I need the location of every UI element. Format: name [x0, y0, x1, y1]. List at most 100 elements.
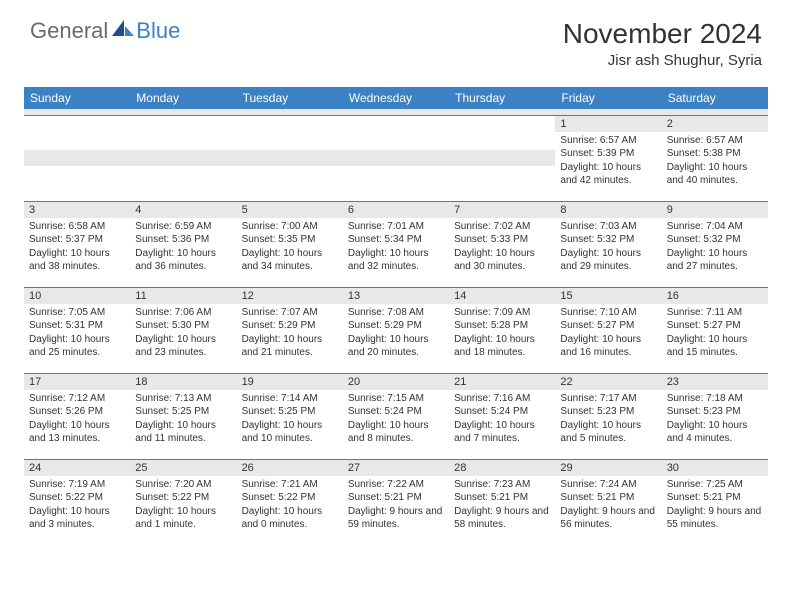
day-cell: 16Sunrise: 7:11 AMSunset: 5:27 PMDayligh… [662, 287, 768, 373]
sunrise-text: Sunrise: 7:23 AM [454, 478, 550, 492]
calendar-week-row: 24Sunrise: 7:19 AMSunset: 5:22 PMDayligh… [24, 459, 768, 545]
day-number: 7 [449, 202, 555, 218]
sunset-text: Sunset: 5:21 PM [667, 491, 763, 505]
logo: General Blue [30, 18, 180, 44]
sunrise-text: Sunrise: 6:58 AM [29, 220, 125, 234]
day-cell: 23Sunrise: 7:18 AMSunset: 5:23 PMDayligh… [662, 373, 768, 459]
sunset-text: Sunset: 5:29 PM [242, 319, 338, 333]
header: General Blue November 2024 Jisr ash Shug… [0, 0, 792, 79]
sunset-text: Sunset: 5:21 PM [454, 491, 550, 505]
day-cell: 4Sunrise: 6:59 AMSunset: 5:36 PMDaylight… [130, 201, 236, 287]
day-cell: 29Sunrise: 7:24 AMSunset: 5:21 PMDayligh… [555, 459, 661, 545]
day-number: 2 [662, 116, 768, 132]
day-content: Sunrise: 7:17 AMSunset: 5:23 PMDaylight:… [555, 390, 661, 450]
daylight-text: Daylight: 10 hours and 34 minutes. [242, 247, 338, 274]
day-cell: 5Sunrise: 7:00 AMSunset: 5:35 PMDaylight… [237, 201, 343, 287]
day-header-fri: Friday [555, 87, 661, 109]
sunrise-text: Sunrise: 7:02 AM [454, 220, 550, 234]
sunset-text: Sunset: 5:21 PM [348, 491, 444, 505]
day-number: 29 [555, 460, 661, 476]
daylight-text: Daylight: 10 hours and 16 minutes. [560, 333, 656, 360]
day-cell: 14Sunrise: 7:09 AMSunset: 5:28 PMDayligh… [449, 287, 555, 373]
day-cell: 11Sunrise: 7:06 AMSunset: 5:30 PMDayligh… [130, 287, 236, 373]
day-number: 24 [24, 460, 130, 476]
sunset-text: Sunset: 5:26 PM [29, 405, 125, 419]
day-content: Sunrise: 7:22 AMSunset: 5:21 PMDaylight:… [343, 476, 449, 536]
calendar-week-row: 10Sunrise: 7:05 AMSunset: 5:31 PMDayligh… [24, 287, 768, 373]
sunset-text: Sunset: 5:22 PM [135, 491, 231, 505]
daylight-text: Daylight: 10 hours and 40 minutes. [667, 161, 763, 188]
empty-day-cell [130, 115, 236, 201]
day-cell: 28Sunrise: 7:23 AMSunset: 5:21 PMDayligh… [449, 459, 555, 545]
day-content: Sunrise: 7:03 AMSunset: 5:32 PMDaylight:… [555, 218, 661, 278]
day-number: 20 [343, 374, 449, 390]
day-header-sat: Saturday [662, 87, 768, 109]
day-content: Sunrise: 7:04 AMSunset: 5:32 PMDaylight:… [662, 218, 768, 278]
day-content: Sunrise: 7:15 AMSunset: 5:24 PMDaylight:… [343, 390, 449, 450]
day-cell: 7Sunrise: 7:02 AMSunset: 5:33 PMDaylight… [449, 201, 555, 287]
day-number: 25 [130, 460, 236, 476]
logo-text-general: General [30, 18, 108, 44]
sunrise-text: Sunrise: 7:15 AM [348, 392, 444, 406]
day-cell: 25Sunrise: 7:20 AMSunset: 5:22 PMDayligh… [130, 459, 236, 545]
daylight-text: Daylight: 9 hours and 58 minutes. [454, 505, 550, 532]
day-number [343, 150, 449, 166]
day-content: Sunrise: 7:23 AMSunset: 5:21 PMDaylight:… [449, 476, 555, 536]
sunrise-text: Sunrise: 7:18 AM [667, 392, 763, 406]
sunset-text: Sunset: 5:36 PM [135, 233, 231, 247]
day-number: 8 [555, 202, 661, 218]
daylight-text: Daylight: 10 hours and 25 minutes. [29, 333, 125, 360]
day-number: 4 [130, 202, 236, 218]
daylight-text: Daylight: 10 hours and 15 minutes. [667, 333, 763, 360]
day-header-row: Sunday Monday Tuesday Wednesday Thursday… [24, 87, 768, 109]
day-cell: 24Sunrise: 7:19 AMSunset: 5:22 PMDayligh… [24, 459, 130, 545]
day-number: 21 [449, 374, 555, 390]
sunset-text: Sunset: 5:25 PM [135, 405, 231, 419]
sunset-text: Sunset: 5:32 PM [560, 233, 656, 247]
day-cell: 30Sunrise: 7:25 AMSunset: 5:21 PMDayligh… [662, 459, 768, 545]
day-content: Sunrise: 6:59 AMSunset: 5:36 PMDaylight:… [130, 218, 236, 278]
day-number: 9 [662, 202, 768, 218]
daylight-text: Daylight: 10 hours and 21 minutes. [242, 333, 338, 360]
day-content: Sunrise: 7:05 AMSunset: 5:31 PMDaylight:… [24, 304, 130, 364]
day-cell: 1Sunrise: 6:57 AMSunset: 5:39 PMDaylight… [555, 115, 661, 201]
sunset-text: Sunset: 5:30 PM [135, 319, 231, 333]
sunset-text: Sunset: 5:24 PM [454, 405, 550, 419]
sunrise-text: Sunrise: 7:00 AM [242, 220, 338, 234]
empty-day-cell [343, 115, 449, 201]
sunrise-text: Sunrise: 7:06 AM [135, 306, 231, 320]
day-number: 26 [237, 460, 343, 476]
day-content: Sunrise: 7:25 AMSunset: 5:21 PMDaylight:… [662, 476, 768, 536]
sunrise-text: Sunrise: 7:19 AM [29, 478, 125, 492]
day-content: Sunrise: 7:10 AMSunset: 5:27 PMDaylight:… [555, 304, 661, 364]
sunset-text: Sunset: 5:23 PM [560, 405, 656, 419]
day-number: 16 [662, 288, 768, 304]
day-number: 17 [24, 374, 130, 390]
sunset-text: Sunset: 5:31 PM [29, 319, 125, 333]
daylight-text: Daylight: 10 hours and 4 minutes. [667, 419, 763, 446]
sunset-text: Sunset: 5:25 PM [242, 405, 338, 419]
day-content: Sunrise: 7:19 AMSunset: 5:22 PMDaylight:… [24, 476, 130, 536]
day-number [24, 150, 130, 166]
day-cell: 6Sunrise: 7:01 AMSunset: 5:34 PMDaylight… [343, 201, 449, 287]
day-content: Sunrise: 6:58 AMSunset: 5:37 PMDaylight:… [24, 218, 130, 278]
day-content: Sunrise: 7:01 AMSunset: 5:34 PMDaylight:… [343, 218, 449, 278]
sunrise-text: Sunrise: 7:20 AM [135, 478, 231, 492]
sunrise-text: Sunrise: 7:13 AM [135, 392, 231, 406]
sunset-text: Sunset: 5:33 PM [454, 233, 550, 247]
daylight-text: Daylight: 10 hours and 27 minutes. [667, 247, 763, 274]
day-number: 18 [130, 374, 236, 390]
calendar-body: 1Sunrise: 6:57 AMSunset: 5:39 PMDaylight… [24, 115, 768, 545]
empty-day-cell [237, 115, 343, 201]
sunrise-text: Sunrise: 7:16 AM [454, 392, 550, 406]
calendar-week-row: 3Sunrise: 6:58 AMSunset: 5:37 PMDaylight… [24, 201, 768, 287]
day-number: 3 [24, 202, 130, 218]
day-content: Sunrise: 7:07 AMSunset: 5:29 PMDaylight:… [237, 304, 343, 364]
day-header-mon: Monday [130, 87, 236, 109]
daylight-text: Daylight: 10 hours and 8 minutes. [348, 419, 444, 446]
sunrise-text: Sunrise: 7:08 AM [348, 306, 444, 320]
day-number: 28 [449, 460, 555, 476]
day-number: 13 [343, 288, 449, 304]
day-content: Sunrise: 7:12 AMSunset: 5:26 PMDaylight:… [24, 390, 130, 450]
sunrise-text: Sunrise: 6:57 AM [560, 134, 656, 148]
